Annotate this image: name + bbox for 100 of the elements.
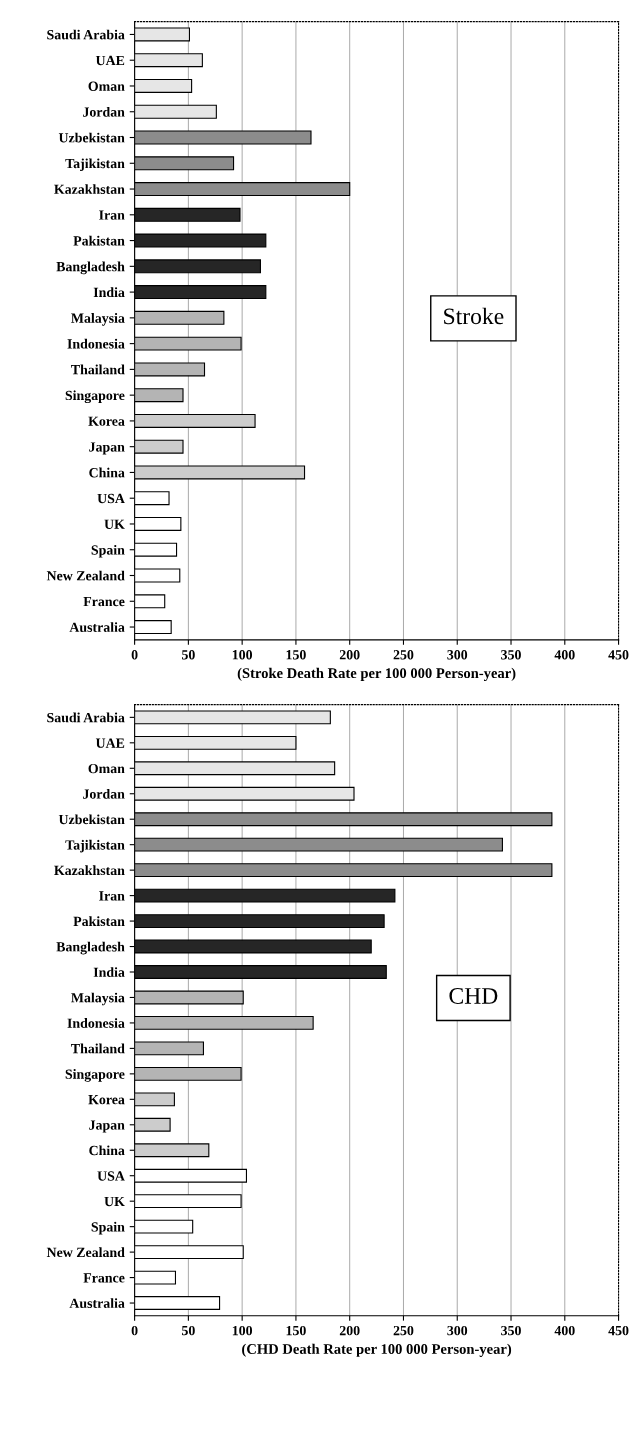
bar bbox=[134, 1270, 177, 1285]
x-tick-label: 300 bbox=[447, 650, 468, 660]
x-tick-label: 350 bbox=[501, 650, 521, 660]
bar bbox=[134, 1066, 242, 1081]
bar bbox=[134, 761, 336, 776]
y-tick-label: Pakistan bbox=[73, 235, 125, 246]
y-tick-label: Jordan bbox=[83, 106, 125, 117]
bar bbox=[134, 1296, 221, 1310]
bar bbox=[134, 939, 372, 954]
x-tick-label: 50 bbox=[181, 1325, 195, 1336]
bar bbox=[134, 516, 182, 531]
y-tick-label: UK bbox=[104, 1196, 125, 1207]
bar bbox=[134, 182, 351, 197]
bar bbox=[134, 491, 170, 506]
bar bbox=[134, 1117, 171, 1132]
y-tick-label: Iran bbox=[99, 210, 125, 220]
x-tick-label: 400 bbox=[554, 650, 575, 660]
y-tick-label: Spain bbox=[91, 1221, 125, 1235]
x-tick-label: 150 bbox=[286, 1325, 306, 1336]
bar bbox=[134, 863, 553, 878]
y-tick-label: Kazakhstan bbox=[54, 865, 125, 876]
y-tick-label: Korea bbox=[88, 1095, 125, 1105]
y-tick-label: Japan bbox=[89, 1120, 125, 1133]
y-tick-label: Indonesia bbox=[67, 1018, 125, 1028]
bar bbox=[134, 837, 503, 852]
y-tick-label: Jordan bbox=[83, 788, 125, 799]
bar bbox=[134, 78, 193, 93]
bar bbox=[134, 710, 331, 725]
y-tick-label: USA bbox=[97, 493, 125, 504]
bar bbox=[134, 130, 312, 145]
x-tick-label: 50 bbox=[181, 650, 195, 660]
y-tick-label: Pakistan bbox=[73, 916, 125, 927]
bar bbox=[134, 965, 387, 979]
y-tick-label: China bbox=[89, 1145, 125, 1156]
bar bbox=[134, 812, 553, 827]
y-tick-label: Bangladesh bbox=[56, 261, 125, 275]
y-tick-label: Tajikistan bbox=[65, 839, 125, 853]
bar bbox=[134, 1041, 204, 1056]
y-tick-label: Singapore bbox=[65, 1069, 125, 1082]
x-tick-label: 450 bbox=[608, 1325, 629, 1336]
bar bbox=[134, 233, 267, 248]
y-tick-label: Thailand bbox=[71, 364, 125, 375]
y-tick-label: Malaysia bbox=[71, 992, 125, 1006]
bar bbox=[134, 439, 184, 454]
bar bbox=[134, 594, 166, 609]
x-axis-title: (Stroke Death Rate per 100 000 Person-year) bbox=[237, 667, 516, 682]
y-tick-label: India bbox=[93, 287, 125, 298]
bar bbox=[134, 413, 256, 428]
y-tick-label: Indonesia bbox=[67, 338, 125, 349]
y-tick-label: Malaysia bbox=[71, 313, 125, 326]
y-tick-label: Uzbekistan bbox=[58, 132, 125, 143]
x-tick-label: 250 bbox=[393, 650, 414, 660]
x-tick-label: 100 bbox=[232, 1325, 253, 1336]
x-tick-label: 400 bbox=[554, 1325, 575, 1336]
x-tick-label: 0 bbox=[131, 1325, 138, 1336]
bar bbox=[134, 542, 178, 557]
y-tick-label: Australia bbox=[69, 622, 125, 633]
x-tick-label: 450 bbox=[608, 650, 629, 660]
x-tick-label: 100 bbox=[232, 650, 253, 660]
x-tick-label: 200 bbox=[339, 650, 360, 660]
bar bbox=[134, 1194, 242, 1209]
y-tick-label: Bangladesh bbox=[56, 941, 125, 955]
bar bbox=[134, 207, 241, 222]
bar bbox=[134, 259, 261, 274]
bar bbox=[134, 336, 242, 351]
bar bbox=[134, 888, 396, 903]
annotation: Stroke bbox=[444, 307, 504, 325]
bar bbox=[134, 310, 225, 325]
bar bbox=[134, 914, 385, 928]
x-axis-title: (CHD Death Rate per 100 000 Person-year) bbox=[242, 1343, 512, 1357]
y-tick-label: Japan bbox=[89, 442, 125, 455]
y-tick-label: Australia bbox=[69, 1298, 125, 1309]
bar bbox=[134, 1219, 194, 1234]
bar bbox=[134, 1245, 244, 1260]
bar bbox=[134, 1143, 210, 1158]
bar bbox=[134, 362, 206, 377]
y-tick-label: Saudi Arabia bbox=[47, 712, 125, 723]
y-tick-label: UAE bbox=[95, 55, 125, 66]
bar bbox=[134, 735, 297, 750]
y-tick-label: Kazakhstan bbox=[54, 184, 125, 194]
bar bbox=[134, 1016, 314, 1030]
x-tick-label: 300 bbox=[447, 1325, 468, 1336]
bar bbox=[134, 786, 355, 801]
y-tick-label: China bbox=[89, 467, 125, 478]
bar bbox=[134, 620, 172, 635]
y-tick-label: UK bbox=[104, 519, 125, 529]
y-tick-label: Thailand bbox=[71, 1043, 125, 1054]
y-tick-label: Tajikistan bbox=[65, 158, 125, 172]
y-tick-label: Korea bbox=[88, 416, 125, 426]
y-tick-label: Iran bbox=[99, 891, 125, 901]
y-tick-label: USA bbox=[97, 1171, 125, 1181]
bar bbox=[134, 27, 191, 42]
y-tick-label: France bbox=[83, 1273, 125, 1283]
bar bbox=[134, 1168, 248, 1183]
y-tick-label: UAE bbox=[95, 738, 125, 748]
bar bbox=[134, 156, 235, 171]
bar bbox=[134, 990, 244, 1005]
y-tick-label: France bbox=[83, 596, 125, 607]
y-tick-label: Oman bbox=[88, 81, 125, 91]
bar bbox=[134, 388, 184, 403]
